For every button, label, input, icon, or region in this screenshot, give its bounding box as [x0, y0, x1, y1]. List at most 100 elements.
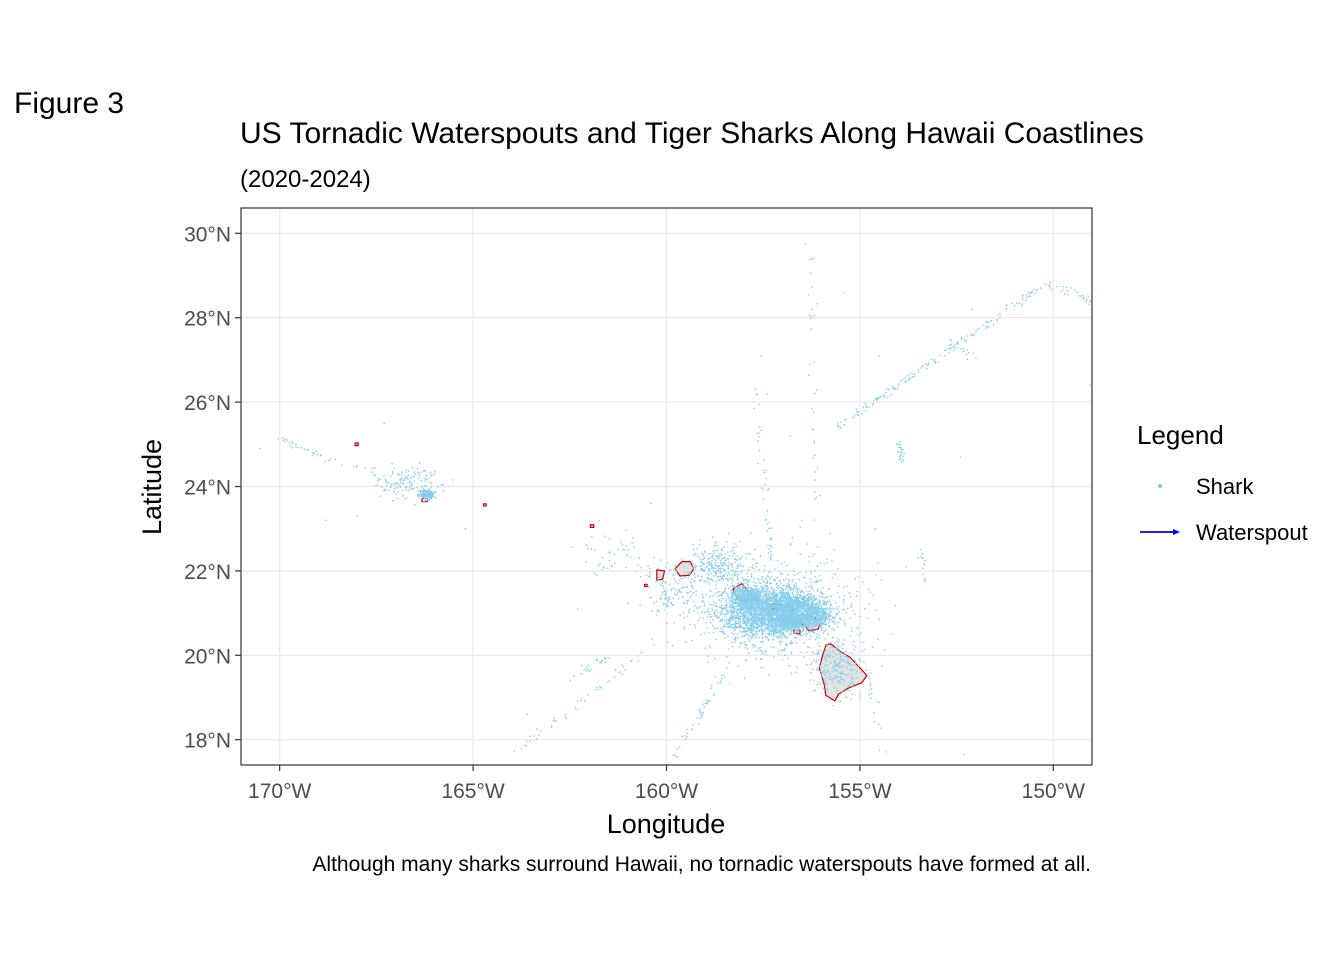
shark-point — [709, 557, 711, 560]
shark-point — [742, 589, 744, 592]
shark-point — [751, 566, 754, 569]
shark-point — [780, 573, 783, 575]
shark-point — [782, 634, 785, 636]
shark-point — [747, 637, 750, 640]
shark-point — [660, 584, 663, 586]
shark-point — [791, 603, 793, 606]
shark-point — [823, 619, 826, 621]
shark-point — [722, 568, 724, 570]
shark-point — [851, 630, 853, 632]
shark-point — [746, 593, 748, 596]
shark-point — [790, 632, 793, 635]
shark-point — [727, 625, 729, 628]
shark-point — [755, 637, 757, 639]
shark-point — [753, 590, 756, 592]
shark-point — [843, 594, 846, 597]
shark-point — [808, 560, 811, 563]
shark-point — [752, 599, 754, 602]
shark-point — [773, 622, 775, 625]
shark-point — [744, 613, 746, 616]
shark-point — [810, 570, 812, 572]
shark-point — [758, 649, 760, 652]
shark-point — [765, 592, 768, 595]
shark-point — [715, 587, 717, 590]
chart-subtitle: (2020-2024) — [240, 166, 371, 193]
shark-point — [712, 575, 715, 577]
shark-point — [748, 580, 750, 583]
shark-point — [696, 548, 699, 550]
shark-point — [743, 622, 746, 625]
shark-point — [792, 597, 795, 599]
shark-point — [833, 620, 835, 622]
shark-point — [784, 635, 786, 638]
shark-point — [792, 588, 795, 590]
shark-point — [810, 613, 812, 615]
shark-point — [742, 590, 744, 593]
shark-point — [800, 598, 803, 600]
shark-point — [704, 580, 707, 582]
shark-point — [718, 564, 720, 567]
shark-point — [701, 552, 703, 555]
shark-point — [746, 630, 749, 633]
shark-point — [757, 621, 759, 624]
shark-point — [777, 584, 779, 587]
shark-point — [806, 619, 809, 621]
shark-point — [688, 559, 691, 562]
shark-point — [856, 590, 859, 593]
shark-point — [829, 609, 831, 612]
shark-point — [767, 623, 770, 625]
shark-point — [782, 649, 785, 651]
shark-point — [798, 624, 801, 626]
shark-point — [807, 627, 809, 630]
shark-point — [714, 610, 716, 613]
shark-point — [787, 592, 790, 595]
shark-point — [838, 639, 840, 641]
shark-point — [776, 600, 779, 602]
shark-point — [735, 596, 737, 599]
shark-point — [760, 585, 762, 588]
shark-point — [691, 639, 693, 642]
shark-point — [774, 630, 776, 633]
shark-point — [812, 659, 815, 661]
shark-point — [766, 637, 769, 640]
shark-point — [681, 577, 684, 580]
shark-point — [759, 555, 762, 557]
shark-point — [755, 613, 757, 615]
shark-point — [727, 565, 730, 568]
shark-point — [697, 612, 699, 615]
shark-point — [761, 575, 764, 578]
shark-point — [769, 557, 772, 560]
shark-point — [741, 606, 744, 609]
shark-point — [783, 579, 785, 581]
shark-point — [775, 624, 777, 626]
shark-point — [737, 582, 740, 584]
shark-point — [808, 593, 810, 595]
shark-point — [711, 579, 714, 582]
shark-point — [810, 602, 813, 604]
shark-point — [784, 598, 787, 600]
shark-point — [780, 640, 783, 642]
shark-point — [812, 603, 814, 606]
shark-point — [731, 599, 734, 602]
shark-point — [785, 644, 788, 647]
shark-point — [714, 676, 717, 678]
shark-point — [762, 607, 764, 610]
shark-point — [767, 587, 769, 590]
shark-point — [762, 609, 765, 612]
shark-point — [735, 615, 737, 618]
shark-point — [835, 612, 838, 614]
shark-point — [776, 635, 778, 638]
shark-point — [743, 591, 746, 593]
shark-point — [745, 660, 748, 662]
shark-point — [748, 589, 751, 591]
shark-point — [780, 597, 782, 599]
shark-point — [720, 562, 722, 564]
shark-point — [730, 600, 733, 603]
shark-point — [775, 614, 777, 617]
shark-point — [842, 600, 845, 602]
shark-point — [794, 574, 796, 576]
shark-point — [797, 597, 799, 599]
shark-point — [805, 590, 808, 593]
shark-point — [842, 603, 845, 605]
shark-point — [781, 658, 783, 661]
